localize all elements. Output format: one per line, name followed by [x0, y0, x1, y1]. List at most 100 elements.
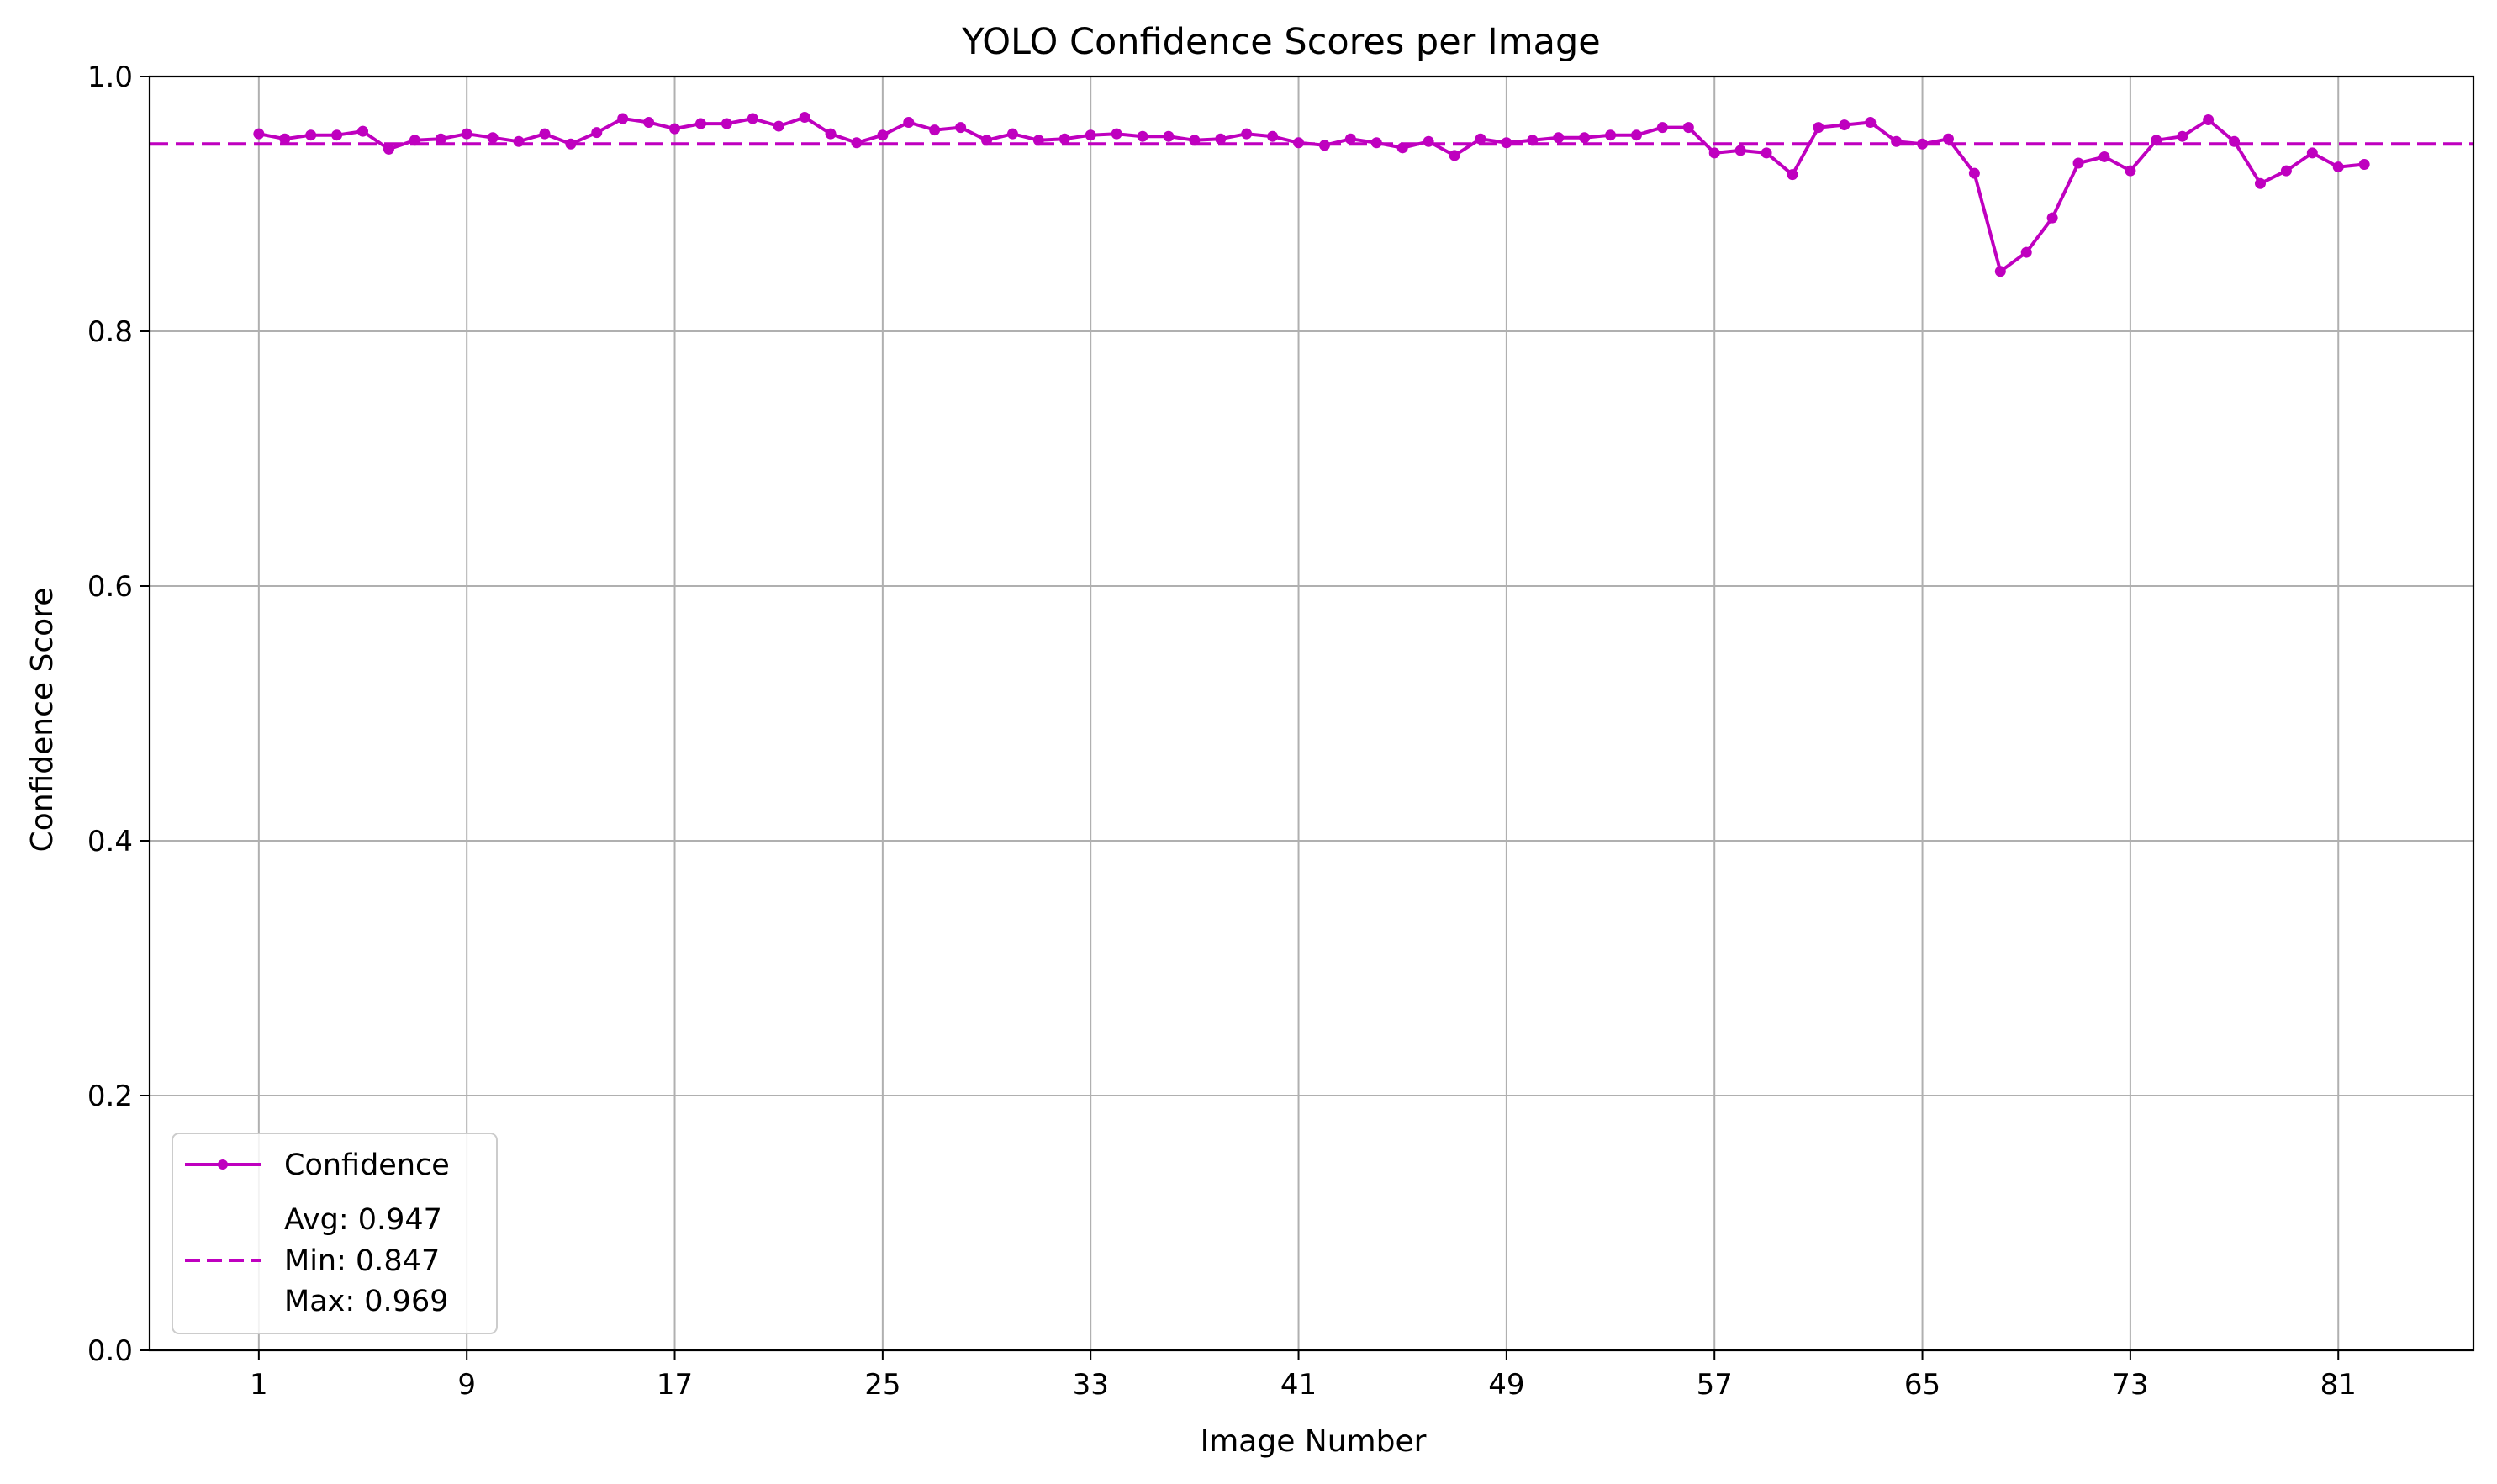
x-tick-label: 17: [657, 1368, 693, 1402]
data-point: [1630, 129, 1642, 141]
data-point: [773, 120, 784, 132]
data-point: [2151, 135, 2162, 146]
data-point: [1656, 122, 1668, 134]
x-axis-ticks: 1 9 17 25 33 41 49 57 65 73 81: [250, 1350, 2357, 1402]
data-point: [799, 111, 810, 123]
y-tick-label: 1.0: [87, 61, 133, 94]
legend-avg-label: Avg: 0.947: [284, 1203, 442, 1237]
data-point: [1215, 133, 1227, 145]
data-point: [1605, 129, 1617, 141]
data-point: [2332, 161, 2344, 173]
grid-lines: [150, 76, 2473, 1351]
data-point: [903, 117, 915, 129]
data-point: [357, 125, 369, 137]
data-point: [2177, 130, 2188, 142]
data-point: [643, 117, 655, 129]
data-point: [1917, 138, 1929, 150]
data-point: [461, 128, 472, 140]
data-point: [1501, 137, 1512, 149]
data-point: [1891, 135, 1903, 147]
data-point: [1293, 137, 1305, 149]
legend-box: [172, 1133, 498, 1334]
x-tick-label: 81: [2320, 1368, 2357, 1402]
data-point: [1344, 133, 1356, 145]
x-tick-label: 73: [2112, 1368, 2148, 1402]
data-point: [1787, 169, 1798, 181]
data-point: [2306, 147, 2318, 159]
data-point: [1058, 133, 1070, 145]
data-point: [1032, 135, 1044, 146]
data-point: [1839, 119, 1850, 131]
data-point: [2125, 165, 2136, 177]
data-point: [2098, 151, 2110, 162]
data-point: [383, 143, 394, 155]
data-point: [1111, 128, 1122, 140]
data-point: [669, 123, 681, 135]
legend-min-label: Min: 0.847: [284, 1244, 440, 1278]
data-point: [1267, 130, 1279, 142]
x-tick-label: 25: [864, 1368, 900, 1402]
data-point: [2046, 212, 2058, 224]
y-tick-label: 0.8: [87, 315, 133, 349]
plot-frame: [148, 75, 2475, 1352]
y-axis-ticks: 0.0 0.2 0.4 0.6 0.8 1.0: [87, 61, 150, 1368]
data-point: [981, 135, 993, 146]
legend-confidence-marker: [218, 1159, 228, 1170]
data-point: [253, 128, 265, 140]
data-point: [929, 124, 941, 136]
data-point: [331, 129, 343, 141]
y-tick-label: 0.4: [87, 825, 133, 858]
data-point: [409, 135, 420, 146]
x-tick-label: 65: [1904, 1368, 1940, 1402]
data-point: [1006, 128, 1018, 140]
data-point: [1449, 150, 1460, 161]
confidence-data-points: [253, 111, 2370, 277]
data-point: [1734, 145, 1746, 156]
data-point: [435, 133, 446, 145]
data-point: [1137, 130, 1148, 142]
data-point: [1396, 142, 1408, 154]
data-point: [2229, 135, 2241, 147]
data-point: [1163, 130, 1175, 142]
data-point: [1942, 133, 1954, 145]
data-point: [1475, 133, 1486, 145]
data-point: [721, 118, 732, 129]
data-point: [694, 118, 706, 129]
data-point: [487, 132, 499, 144]
data-point: [1865, 117, 1877, 129]
x-axis-label: Image Number: [1201, 1424, 1427, 1459]
data-point: [1423, 135, 1434, 147]
y-tick-label: 0.2: [87, 1080, 133, 1113]
confidence-series-line: [258, 115, 2365, 273]
legend-confidence-label: Confidence: [284, 1149, 450, 1182]
x-tick-label: 49: [1488, 1368, 1524, 1402]
data-point: [1968, 167, 1980, 179]
data-point: [851, 137, 863, 149]
data-point: [1708, 147, 1720, 159]
data-point: [825, 128, 837, 140]
chart-title: YOLO Confidence Scores per Image: [961, 21, 1600, 63]
y-axis-label: Confidence Score: [25, 588, 60, 853]
x-tick-label: 33: [1073, 1368, 1109, 1402]
data-point: [591, 127, 603, 139]
data-point: [2203, 114, 2215, 126]
x-tick-label: 9: [457, 1368, 476, 1402]
x-tick-label: 57: [1697, 1368, 1733, 1402]
data-point: [617, 113, 629, 124]
data-point: [877, 129, 889, 141]
data-point: [2020, 246, 2032, 258]
data-point: [2254, 177, 2266, 189]
data-point: [1553, 132, 1565, 144]
data-point: [1761, 147, 1772, 159]
data-point: [305, 129, 317, 141]
data-point: [1189, 135, 1201, 146]
data-point: [1682, 122, 1694, 134]
data-point: [1085, 129, 1096, 141]
x-tick-label: 1: [250, 1368, 268, 1402]
data-point: [565, 138, 577, 150]
data-point: [539, 128, 551, 140]
data-point: [1318, 140, 1330, 151]
data-point: [955, 122, 967, 134]
data-point: [279, 133, 291, 145]
